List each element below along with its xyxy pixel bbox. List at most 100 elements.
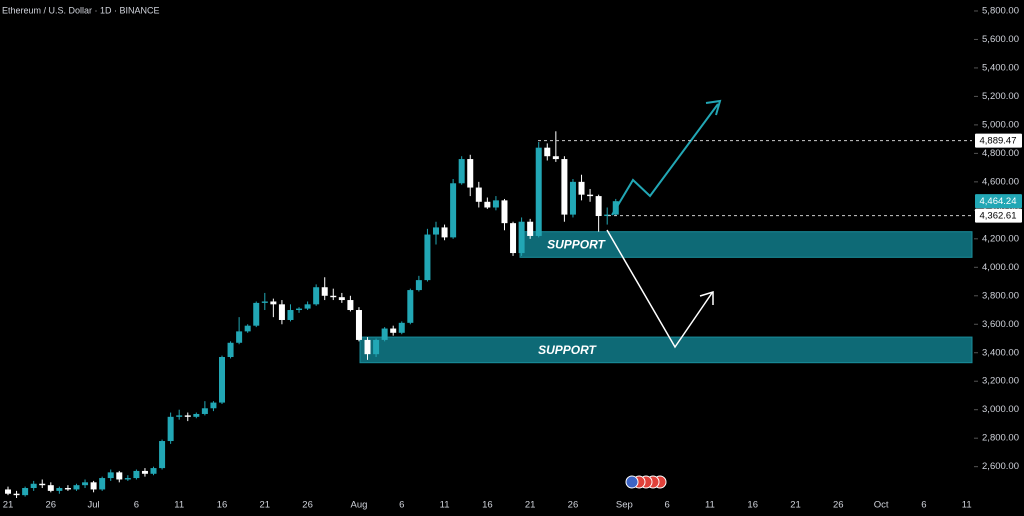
candle-body [330, 295, 337, 298]
bear-arrow [606, 229, 713, 349]
candle-body [270, 301, 277, 305]
y-tick-label: 3,000.00 [982, 404, 1019, 415]
candle-body [467, 159, 474, 188]
x-tick-label: 6 [399, 500, 404, 511]
x-tick-label: Oct [874, 500, 889, 511]
x-tick-label: 11 [962, 500, 972, 511]
x-tick-label: Jul [88, 500, 100, 511]
candle-body [150, 468, 157, 474]
y-tick-label: 5,800.00 [982, 5, 1019, 16]
candle-body [141, 470, 148, 474]
candle-body [82, 482, 89, 486]
x-tick-label: 6 [664, 500, 669, 511]
support-zone [359, 336, 973, 364]
level-tag-label: 4,889.47 [980, 136, 1017, 147]
candle-body [73, 485, 80, 490]
candle-body [501, 200, 508, 224]
candle-body [441, 227, 448, 238]
support-zone [519, 231, 973, 258]
candle-body [159, 441, 166, 469]
candle-body [261, 301, 268, 303]
x-tick-label: 16 [747, 500, 758, 511]
y-tick-label: 4,800.00 [982, 148, 1019, 159]
candle-body [313, 287, 320, 305]
candle-body [296, 308, 303, 311]
candle-body [492, 200, 499, 208]
candle-body [424, 234, 431, 281]
candle-body [244, 325, 251, 332]
candle-body [124, 478, 131, 480]
candle-body [587, 194, 594, 197]
candle-body [64, 488, 71, 490]
y-tick-label: 2,800.00 [982, 433, 1019, 444]
last-price-label: 4,464.24 [980, 196, 1017, 207]
candle-body [184, 415, 191, 417]
candle-body [133, 470, 140, 479]
candle-body [210, 402, 217, 409]
x-tick-label: 11 [174, 500, 184, 511]
candle-body [390, 328, 397, 333]
level-tag-label: 4,362.61 [980, 211, 1017, 222]
x-tick-label: 21 [525, 500, 536, 511]
y-tick-label: 3,600.00 [982, 319, 1019, 330]
candle-body [561, 159, 568, 215]
candle-body [321, 287, 328, 296]
x-tick-label: Aug [351, 500, 368, 511]
y-tick-label: 4,000.00 [982, 262, 1019, 273]
candle-body [253, 302, 260, 326]
y-tick-label: 3,400.00 [982, 347, 1019, 358]
y-tick-label: 5,400.00 [982, 62, 1019, 73]
y-tick-label: 4,600.00 [982, 176, 1019, 187]
candle-body [544, 147, 551, 157]
candle-body [595, 196, 602, 217]
y-tick-label: 2,600.00 [982, 461, 1019, 472]
candle-body [535, 147, 542, 236]
level-tag [975, 208, 1022, 223]
x-tick-label: 26 [833, 500, 844, 511]
last-price-tag [975, 194, 1022, 209]
candle-body [569, 181, 576, 215]
chart-title: Ethereum / U.S. Dollar · 1D · BINANCE [2, 5, 160, 15]
candle-body [116, 472, 123, 480]
level-tag [975, 133, 1022, 148]
x-tick-label: 16 [217, 500, 228, 511]
candle-body [287, 310, 294, 320]
candle-body [552, 156, 559, 160]
x-tick-label: 26 [46, 500, 57, 511]
candle-body [219, 357, 225, 403]
candle-body [398, 322, 405, 333]
x-tick-label: 6 [134, 500, 139, 511]
candle-body [107, 472, 114, 479]
candle-body [527, 221, 534, 236]
candle-body [22, 488, 29, 496]
x-tick-label: 21 [260, 500, 271, 511]
candle-body [278, 304, 285, 320]
y-tick-label: 4,200.00 [982, 233, 1019, 244]
candle-body [13, 493, 20, 496]
candle-body [450, 183, 457, 238]
x-tick-label: 11 [705, 500, 715, 511]
y-tick-label: 5,200.00 [982, 91, 1019, 102]
bear-arrowhead [699, 290, 714, 305]
candle-body [381, 328, 388, 340]
candle-body [518, 221, 525, 254]
candle-body [227, 342, 234, 358]
candle-body [612, 201, 619, 215]
candle-body [47, 485, 54, 491]
candle-body [338, 297, 345, 301]
bull-arrowhead [705, 99, 722, 116]
candle-body [167, 416, 174, 442]
candle-body [458, 159, 465, 184]
candle-body [56, 488, 63, 491]
event-icons [625, 475, 667, 489]
candle-body [604, 214, 611, 217]
x-tick-label: 16 [482, 500, 493, 511]
candle-body [90, 482, 97, 490]
candle-body [355, 310, 362, 340]
x-tick-label: 6 [921, 500, 926, 511]
candle-body [484, 201, 491, 208]
zone-label: SUPPORT [547, 238, 606, 252]
candle-body [30, 483, 37, 489]
